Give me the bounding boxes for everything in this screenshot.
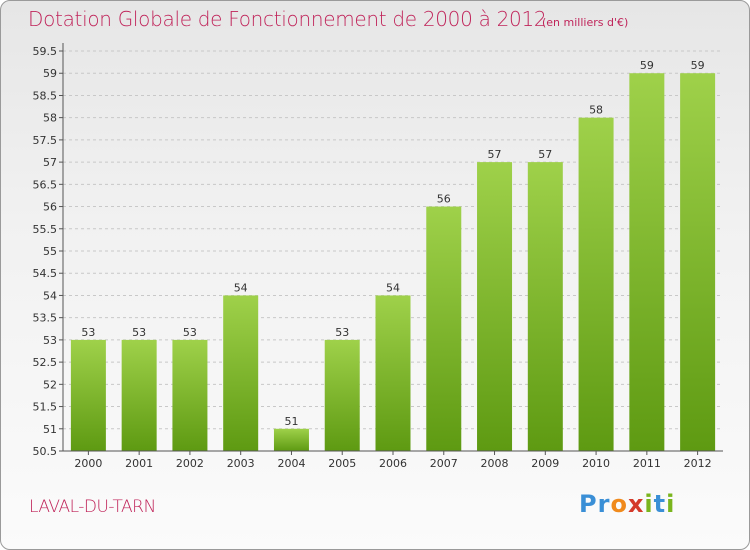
bar-value-label: 54 — [386, 281, 400, 294]
y-tick-label: 51.5 — [33, 401, 58, 414]
y-tick-label: 53 — [43, 334, 57, 347]
logo-letter: r — [597, 490, 611, 518]
bar-value-label: 59 — [691, 59, 705, 72]
x-tick-label: 2000 — [74, 457, 102, 470]
x-tick-label: 2008 — [481, 457, 509, 470]
y-tick-label: 59.5 — [33, 45, 58, 58]
x-tick-label: 2002 — [176, 457, 204, 470]
axes: 50.5 51 51.5 52 52.5 53 53.5 54 54.5 55 55.5 56 56.5… — [33, 43, 723, 470]
y-tick-label: 57 — [43, 156, 57, 169]
chart-title: Dotation Globale de Fonctionnement de 20… — [28, 7, 547, 31]
bar — [477, 162, 513, 451]
logo-letter: x — [627, 490, 645, 518]
bar — [527, 162, 563, 451]
bar-value-label: 54 — [234, 281, 248, 294]
bar — [273, 428, 309, 451]
bar-value-label: 53 — [183, 326, 197, 339]
bar-value-label: 53 — [132, 326, 146, 339]
bar — [629, 73, 665, 451]
y-tick-label: 54.5 — [33, 267, 58, 280]
bar-value-label: 58 — [589, 104, 603, 117]
x-tick-label: 2011 — [633, 457, 661, 470]
y-tick-label: 56 — [43, 201, 57, 214]
bar-value-label: 59 — [640, 59, 654, 72]
y-tick-label: 59 — [43, 67, 57, 80]
x-tick-label: 2005 — [328, 457, 356, 470]
x-tick-label: 2006 — [379, 457, 407, 470]
y-tick-label: 53.5 — [33, 312, 58, 325]
y-tick-label: 58.5 — [33, 89, 58, 102]
y-tick-label: 58 — [43, 112, 57, 125]
y-tick-label: 54 — [43, 289, 57, 302]
y-tick-label: 51 — [43, 423, 57, 436]
bar-value-label: 53 — [81, 326, 95, 339]
x-tick-label: 2012 — [684, 457, 712, 470]
bar-value-label: 57 — [538, 148, 552, 161]
y-tick-label: 57.5 — [33, 134, 58, 147]
bar — [375, 295, 411, 451]
x-tick-label: 2009 — [531, 457, 559, 470]
logo-letter: P — [579, 490, 598, 518]
logo-letter: t — [653, 490, 667, 518]
bar — [172, 339, 208, 451]
x-tick-label: 2010 — [582, 457, 610, 470]
bar — [324, 339, 360, 451]
proxiti-logo: Proxiti — [579, 490, 675, 518]
logo-letter: o — [610, 490, 628, 518]
bars: 53 53 53 54 51 53 54 56 57 57 58 59 59 — [70, 59, 716, 452]
y-tick-label: 55.5 — [33, 223, 58, 236]
commune-name: LAVAL-DU-TARN — [29, 497, 156, 517]
y-tick-label: 56.5 — [33, 178, 58, 191]
bar-value-label: 56 — [437, 193, 451, 206]
bar-value-label: 57 — [488, 148, 502, 161]
x-tick-label: 2004 — [277, 457, 305, 470]
bar — [578, 117, 614, 452]
y-tick-label: 52 — [43, 378, 57, 391]
y-tick-label: 55 — [43, 245, 57, 258]
bar — [70, 339, 106, 451]
bar — [426, 206, 462, 451]
x-tick-label: 2003 — [227, 457, 255, 470]
chart-subtitle: (en milliers d'€) — [542, 16, 629, 29]
bar — [680, 73, 716, 451]
x-tick-label: 2001 — [125, 457, 153, 470]
logo-letter: i — [644, 490, 654, 518]
bar-value-label: 53 — [335, 326, 349, 339]
x-tick-label: 2007 — [430, 457, 458, 470]
y-tick-label: 52.5 — [33, 356, 58, 369]
logo-letter: i — [666, 490, 676, 518]
bar-value-label: 51 — [284, 415, 298, 428]
bar — [121, 339, 157, 451]
bar — [223, 295, 259, 451]
y-tick-label: 50.5 — [33, 445, 58, 458]
